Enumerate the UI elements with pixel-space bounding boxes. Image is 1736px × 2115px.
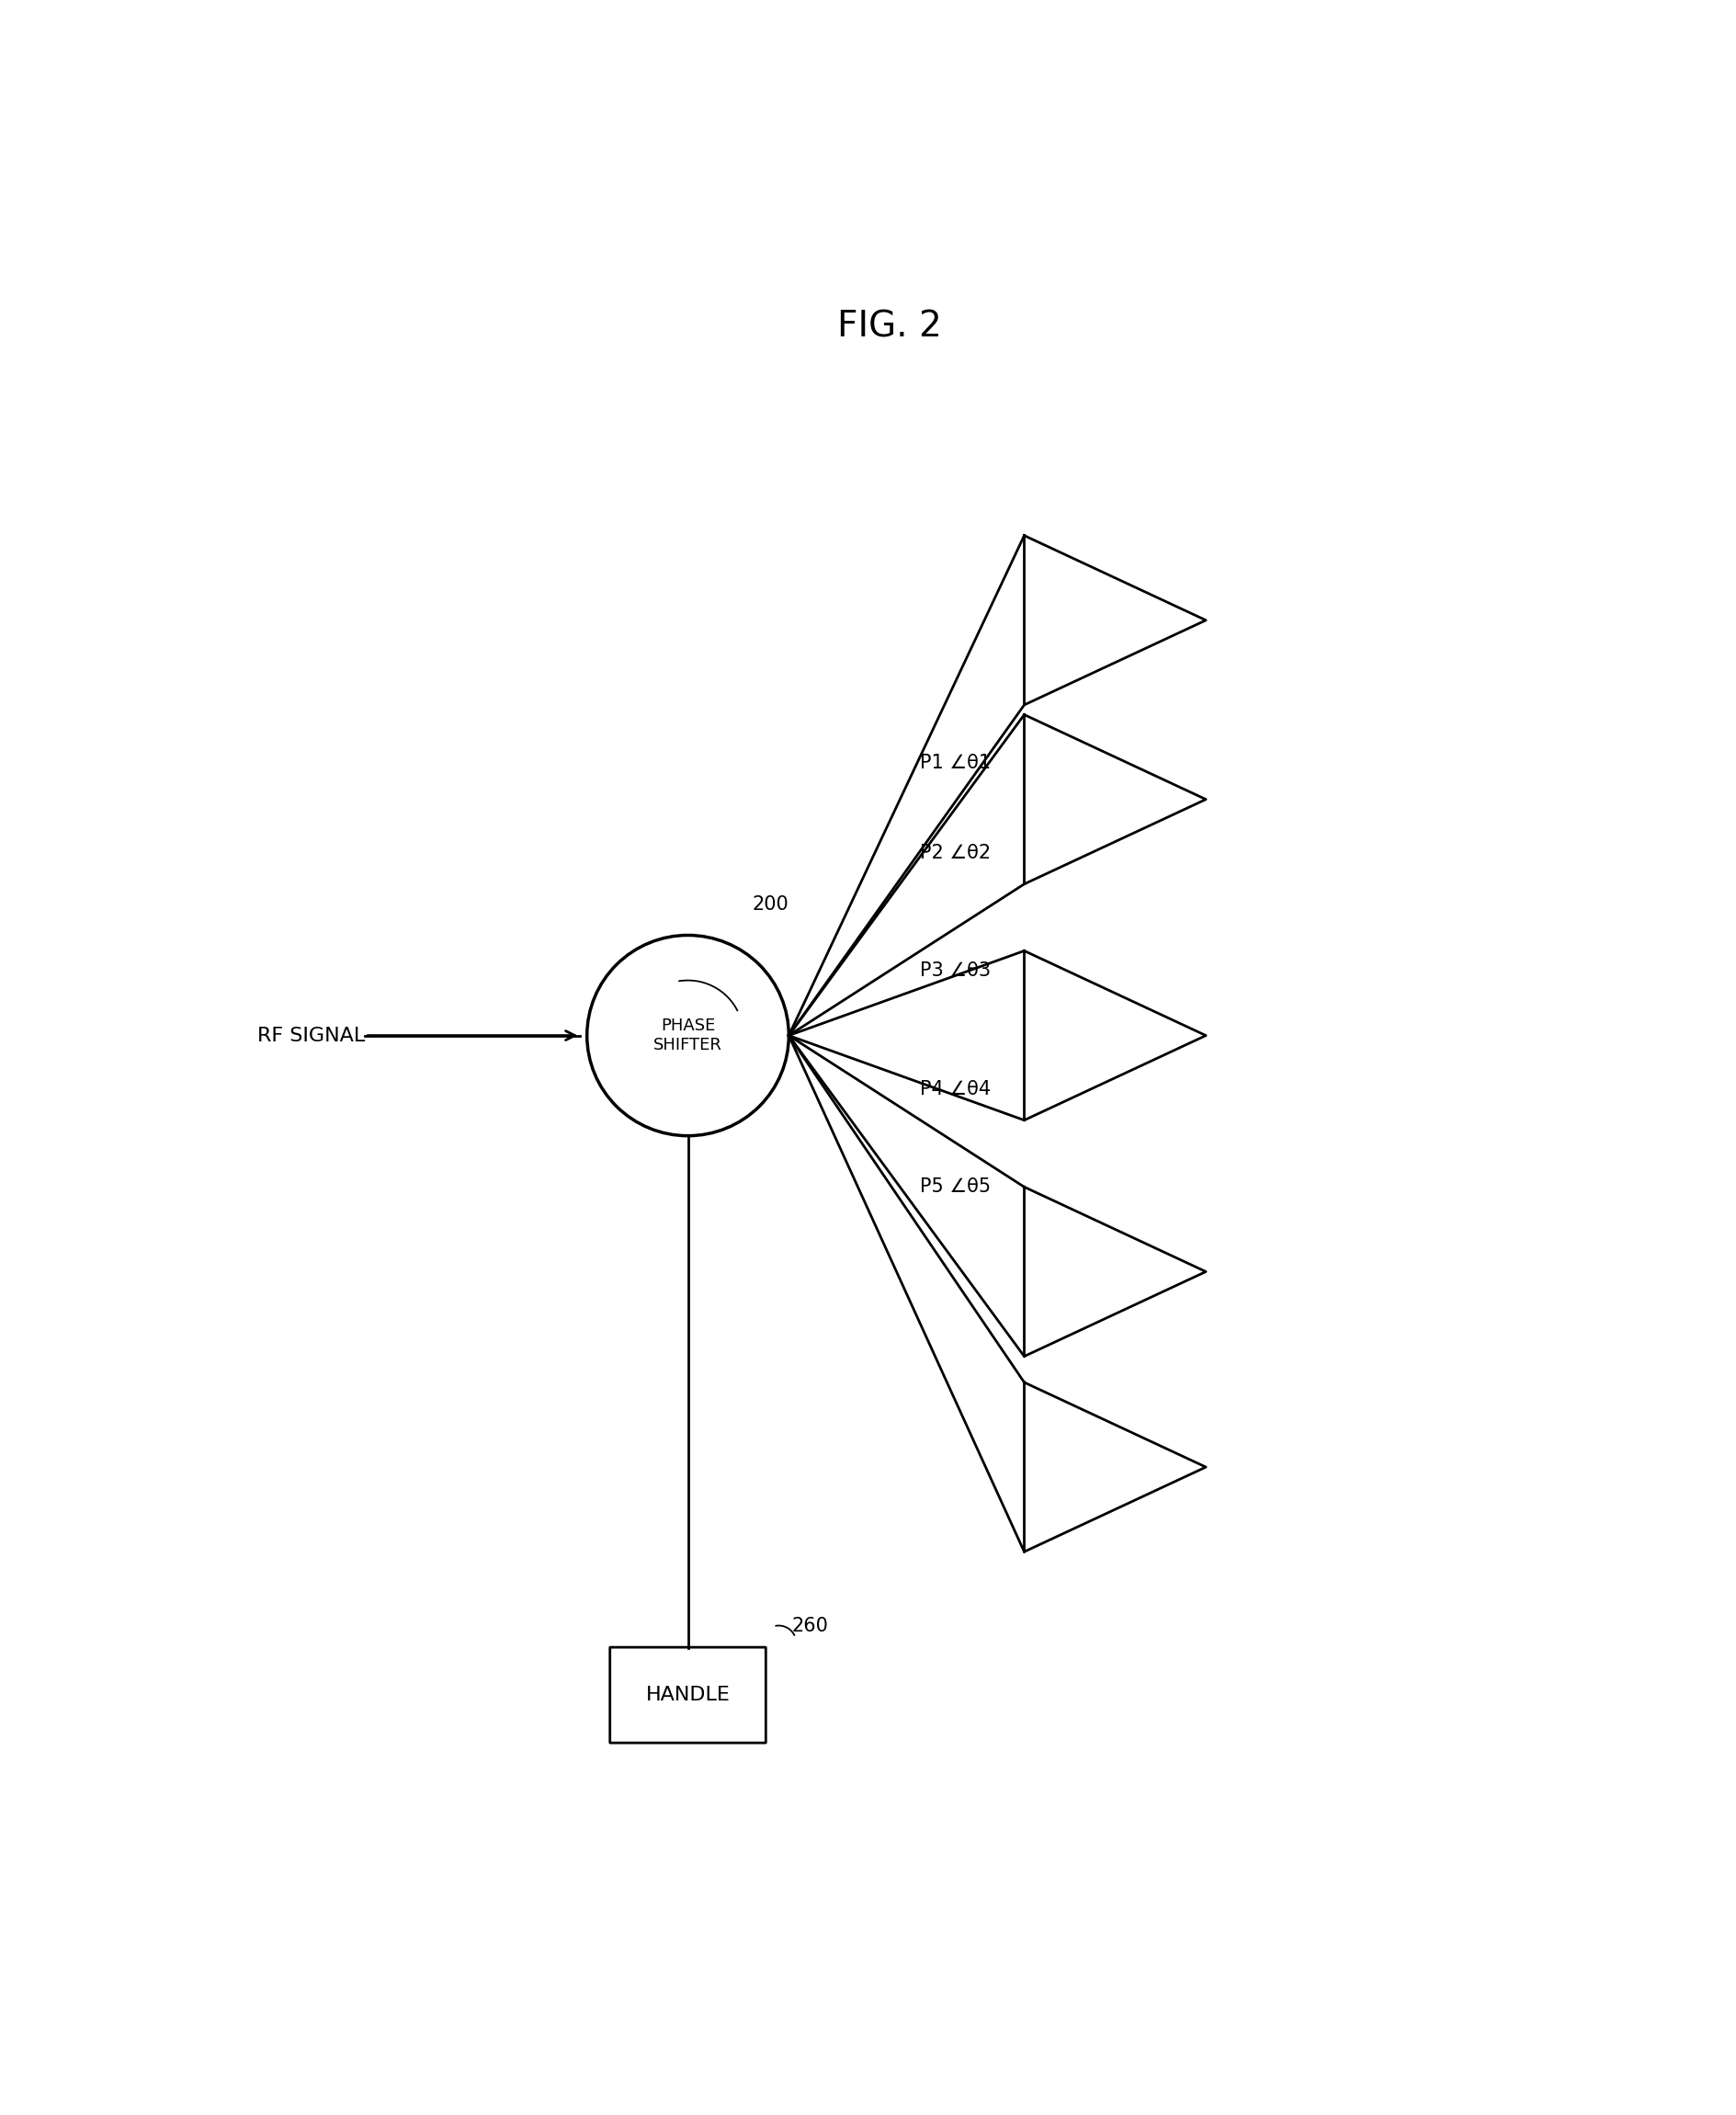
Text: HANDLE: HANDLE	[646, 1686, 731, 1705]
Text: P1 ∠θ1: P1 ∠θ1	[920, 755, 991, 772]
Text: 260: 260	[792, 1616, 828, 1635]
Text: PHASE
SHIFTER: PHASE SHIFTER	[653, 1017, 722, 1053]
Text: FIG. 2: FIG. 2	[837, 309, 943, 345]
FancyBboxPatch shape	[609, 1648, 766, 1743]
Text: P5 ∠θ5: P5 ∠θ5	[920, 1178, 991, 1195]
Text: P3 ∠θ3: P3 ∠θ3	[920, 962, 991, 979]
Text: 200: 200	[752, 895, 788, 914]
Text: P2 ∠θ2: P2 ∠θ2	[920, 844, 991, 863]
Text: RF SIGNAL: RF SIGNAL	[257, 1026, 365, 1045]
Text: P4 ∠θ4: P4 ∠θ4	[920, 1081, 991, 1098]
